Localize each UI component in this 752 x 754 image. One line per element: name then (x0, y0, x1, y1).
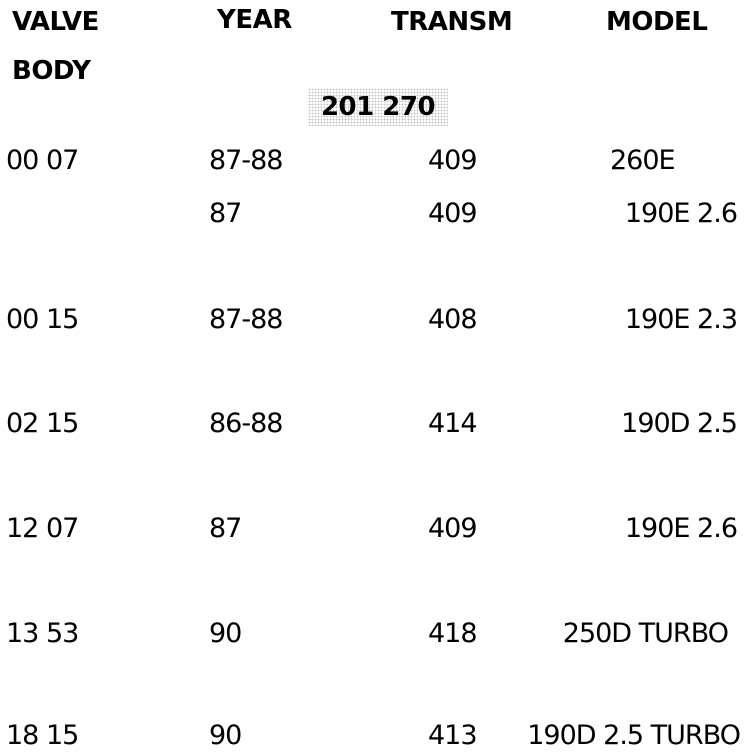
cell-year: 87-88 (209, 145, 283, 176)
cell-valve-body: 02 15 (6, 408, 79, 439)
cell-year: 86-88 (209, 408, 283, 439)
cell-year: 90 (209, 618, 242, 649)
header-transm: TRANSM (391, 7, 513, 37)
cell-year: 90 (209, 720, 242, 751)
cell-transm: 413 (428, 720, 478, 751)
header-valve-body-line2: BODY (12, 56, 91, 86)
cell-model: 190D 2.5 (621, 408, 738, 439)
cell-model: 250D TURBO (562, 618, 729, 649)
cell-model: 190E 2.3 (624, 304, 738, 335)
cell-valve-body: 00 15 (6, 304, 79, 335)
cell-valve-body: 00 07 (6, 145, 79, 176)
header-valve-body-line1: VALVE (12, 7, 99, 37)
cell-transm: 408 (428, 304, 478, 335)
cell-model: 190D 2.5 TURBO (527, 720, 741, 751)
cell-model: 190E 2.6 (624, 198, 738, 229)
cell-valve-body: 18 15 (6, 720, 79, 751)
cell-transm: 409 (428, 198, 478, 229)
cell-valve-body: 12 07 (6, 513, 79, 544)
cell-valve-body: 13 53 (6, 618, 79, 649)
group-label: 201 270 (308, 88, 448, 126)
cell-model: 190E 2.6 (624, 513, 738, 544)
cell-model: 260E (610, 145, 676, 176)
cell-transm: 418 (428, 618, 478, 649)
cell-year: 87 (209, 198, 242, 229)
cell-year: 87-88 (209, 304, 283, 335)
header-model: MODEL (606, 7, 708, 37)
header-year: YEAR (217, 5, 292, 35)
cell-year: 87 (209, 513, 242, 544)
cell-transm: 414 (428, 408, 478, 439)
cell-transm: 409 (428, 513, 478, 544)
cell-transm: 409 (428, 145, 478, 176)
